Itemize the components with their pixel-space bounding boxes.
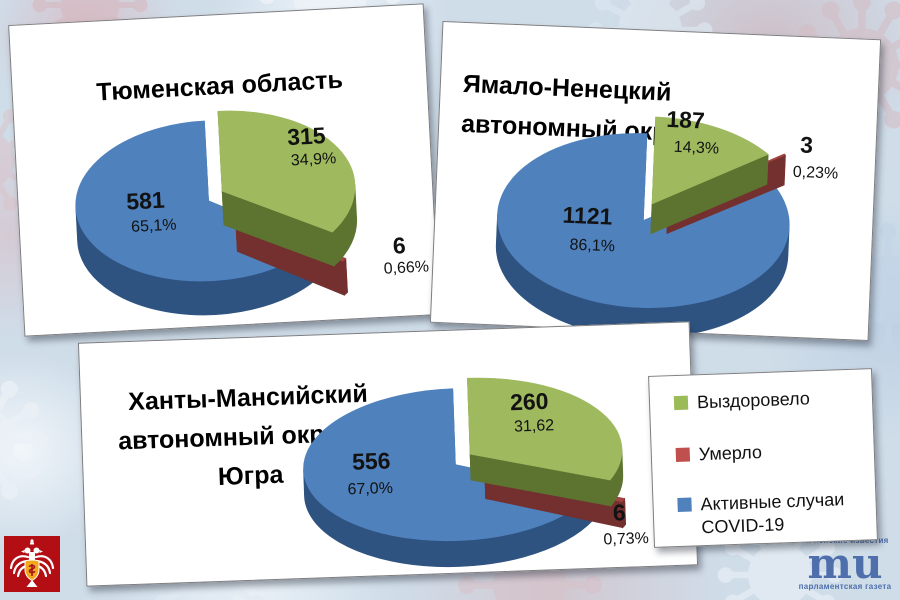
slice-percent-died: 0,66%	[383, 258, 430, 278]
legend-swatch-green	[673, 395, 689, 411]
chart-card-yanao: Ямало-Ненецкий автономный округ 187 14,3%…	[429, 20, 882, 342]
slice-value-recovered: 315	[286, 122, 327, 151]
chart-card-khanty: Ханты-Мансийский автономный округ — Югра 2…	[77, 321, 699, 587]
legend-item-recovered: Выздоровело	[673, 387, 811, 415]
slice-value-active: 581	[125, 186, 166, 215]
tyumen-izvestia-logo: тюменские известия mu парламентская газе…	[792, 536, 898, 592]
legend-label: Выздоровело	[696, 388, 811, 413]
slice-value-died: 6	[392, 232, 407, 259]
slice-percent-active: 65,1%	[130, 216, 177, 236]
slice-percent-recovered: 14,3%	[673, 138, 720, 158]
slice-percent-recovered: 34,9%	[290, 150, 337, 170]
slice-value-active: 1121	[562, 201, 613, 230]
slice-value-recovered: 260	[509, 387, 549, 416]
legend-swatch-blue	[677, 497, 692, 513]
pie-chart-tyumen	[75, 110, 358, 316]
pie-chart-yanao	[495, 116, 790, 338]
logo-monogram: mu	[807, 539, 883, 588]
slice-value-died: 6	[612, 499, 627, 526]
slice-percent-active: 86,1%	[569, 236, 616, 256]
slice-value-died: 3	[799, 131, 814, 159]
chart-legend: Выздоровело Умерло Активные случаи COVID-…	[648, 368, 878, 548]
chart-card-tyumen: Тюменская область 315 34,9% 581 65,1% 6 …	[8, 3, 440, 337]
slice-percent-recovered: 31,62	[513, 417, 555, 436]
rospotrebnadzor-emblem-icon	[4, 536, 60, 592]
legend-label: Умерло	[698, 442, 763, 465]
legend-swatch-red	[675, 447, 691, 463]
slice-percent-died: 0,73%	[603, 529, 650, 549]
pie-chart-khanty	[303, 377, 626, 568]
slice-value-active: 556	[351, 447, 391, 475]
legend-item-died: Умерло	[675, 441, 762, 467]
slice-percent-active: 67,0%	[347, 479, 394, 499]
legend-item-active: Активные случаи COVID-19	[677, 488, 845, 540]
slice-value-recovered: 187	[665, 105, 706, 134]
legend-label: Активные случаи COVID-19	[700, 489, 845, 538]
logo-bottom-text: парламентская газета	[798, 582, 892, 591]
slice-percent-died: 0,23%	[792, 163, 839, 183]
